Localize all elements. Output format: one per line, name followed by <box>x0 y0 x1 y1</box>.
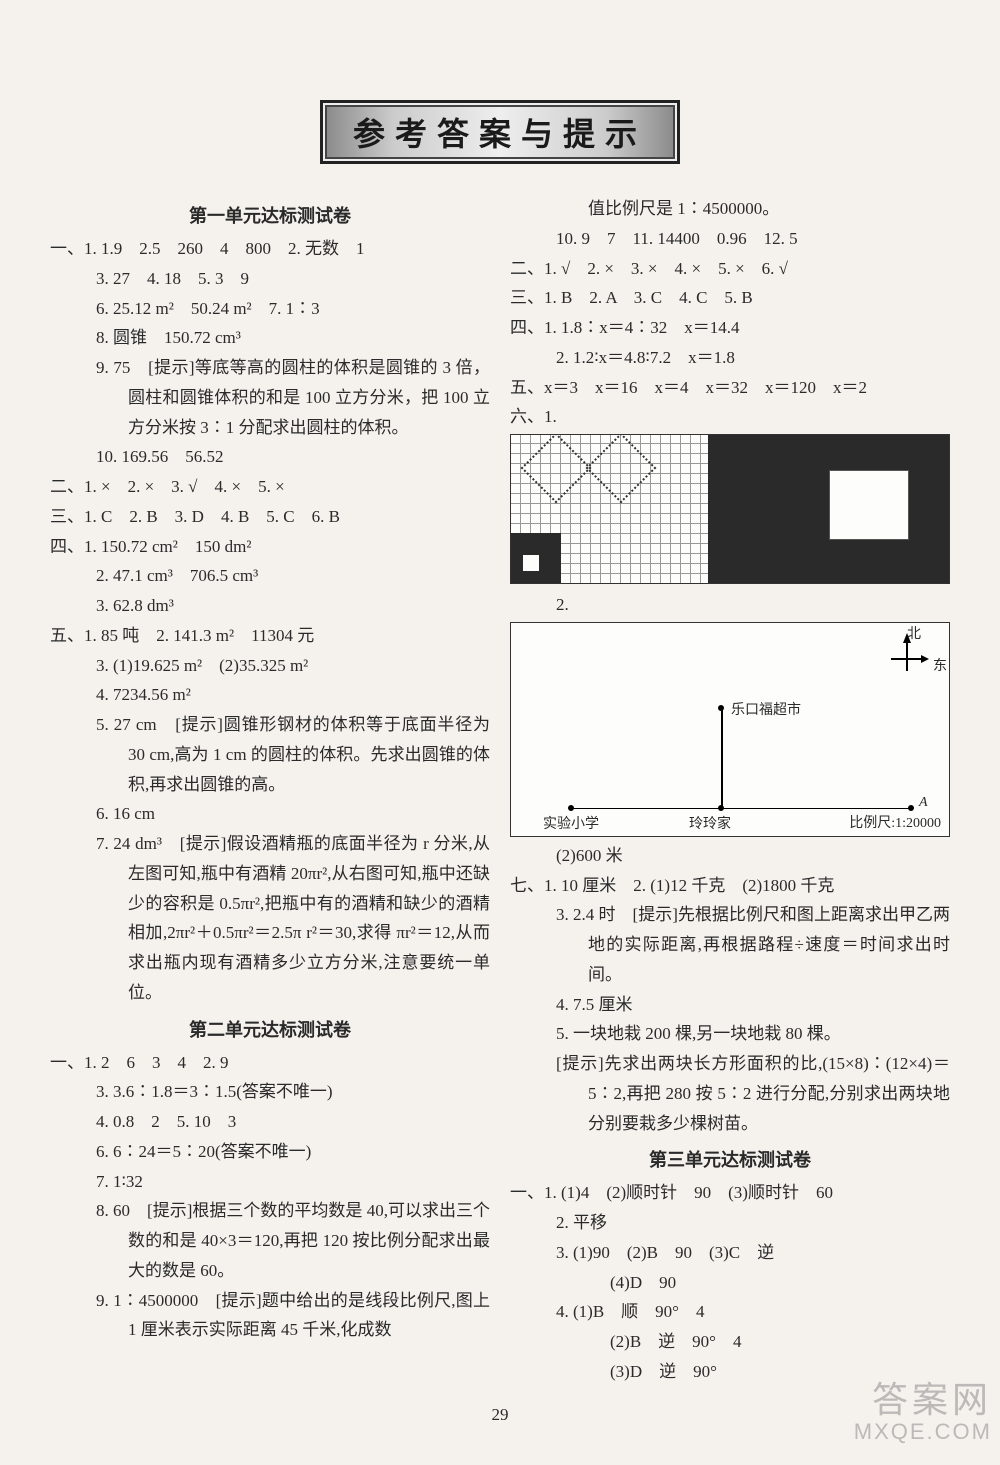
diagram-grid <box>510 434 950 584</box>
text-line: 三、1. C 2. B 3. D 4. B 5. C 6. B <box>50 502 490 532</box>
text-line: 四、1. 150.72 cm² 150 dm² <box>50 532 490 562</box>
right-column: 值比例尺是 1∶4500000。 10. 9 7 11. 14400 0.96 … <box>510 194 950 1387</box>
text-line: 二、1. × 2. × 3. √ 4. × 5. × <box>50 472 490 502</box>
main-title-box: 参考答案与提示 <box>320 100 680 164</box>
unit3-title: 第三单元达标测试卷 <box>510 1146 950 1172</box>
map-scale: 比例尺:1:20000 <box>849 812 941 832</box>
text-line: 2. <box>510 590 950 620</box>
left-column: 第一单元达标测试卷 一、1. 1.9 2.5 260 4 800 2. 无数 1… <box>50 194 490 1387</box>
text-line: 3. 2.4 时 [提示]先根据比例尺和图上距离求出甲乙两地的实际距离,再根据路… <box>510 900 950 989</box>
text-line: 七、1. 10 厘米 2. (1)12 千克 (2)1800 千克 <box>510 871 950 901</box>
text-line: 10. 9 7 11. 14400 0.96 12. 5 <box>510 224 950 254</box>
text-line: (2)B 逆 90° 4 <box>510 1327 950 1357</box>
text-line: 3. 27 4. 18 5. 3 9 <box>50 264 490 294</box>
text-line: (4)D 90 <box>510 1268 950 1298</box>
text-line: 2. 1.2∶x＝4.8∶7.2 x＝1.8 <box>510 343 950 373</box>
diagram-shape <box>523 555 539 571</box>
diagram-shape <box>521 434 592 503</box>
text-line: 8. 圆锥 150.72 cm³ <box>50 323 490 353</box>
text-line: 六、1. <box>510 402 950 432</box>
compass-north: 北 <box>907 623 921 643</box>
text-line: 3. (1)90 (2)B 90 (3)C 逆 <box>510 1238 950 1268</box>
text-line: 五、1. 85 吨 2. 141.3 m² 11304 元 <box>50 621 490 651</box>
text-line: 3. 3.6∶1.8＝3∶1.5(答案不唯一) <box>50 1077 490 1107</box>
map-line <box>721 708 723 808</box>
map-label-shop: 乐口福超市 <box>731 699 801 719</box>
unit1-title: 第一单元达标测试卷 <box>50 202 490 228</box>
text-line: 四、1. 1.8∶x＝4∶32 x＝14.4 <box>510 313 950 343</box>
map-line <box>571 808 911 810</box>
text-line: 3. 62.8 dm³ <box>50 591 490 621</box>
text-line: 五、x＝3 x＝16 x＝4 x＝32 x＝120 x＝2 <box>510 373 950 403</box>
map-label-school: 实验小学 <box>543 813 599 833</box>
text-line: 2. 47.1 cm³ 706.5 cm³ <box>50 561 490 591</box>
text-line: 9. 1∶4500000 [提示]题中给出的是线段比例尺,图上 1 厘米表示实际… <box>50 1286 490 1346</box>
text-line: 4. 0.8 2 5. 10 3 <box>50 1107 490 1137</box>
text-line: 值比例尺是 1∶4500000。 <box>510 194 950 224</box>
text-line: (2)600 米 <box>510 841 950 871</box>
text-line: 三、1. B 2. A 3. C 4. C 5. B <box>510 283 950 313</box>
watermark-line1: 答案网 <box>854 1380 992 1420</box>
text-line: 5. 27 cm [提示]圆锥形钢材的体积等于底面半径为 30 cm,高为 1 … <box>50 710 490 799</box>
text-line: 3. (1)19.625 m² (2)35.325 m² <box>50 651 490 681</box>
text-line: 一、1. 2 6 3 4 2. 9 <box>50 1048 490 1078</box>
diagram-map: 北 东 乐口福超市 玲玲家 实验小学 A 比例尺:1:20000 <box>510 622 950 837</box>
text-line: 一、1. 1.9 2.5 260 4 800 2. 无数 1 <box>50 234 490 264</box>
text-line: 9. 75 [提示]等底等高的圆柱的体积是圆锥的 3 倍，圆柱和圆锥体积的和是 … <box>50 353 490 442</box>
main-title: 参考答案与提示 <box>329 109 671 155</box>
diagram-shape <box>586 434 657 503</box>
text-line: 二、1. √ 2. × 3. × 4. × 5. × 6. √ <box>510 254 950 284</box>
compass-east: 东 <box>933 655 947 675</box>
watermark-line2: MXQE.COM <box>854 1420 992 1444</box>
map-point <box>908 805 914 811</box>
text-line: 7. 1∶32 <box>50 1167 490 1197</box>
text-line: 8. 60 [提示]根据三个数的平均数是 40,可以求出三个数的和是 40×3＝… <box>50 1196 490 1285</box>
text-line: 7. 24 dm³ [提示]假设酒精瓶的底面半径为 r 分米,从左图可知,瓶中有… <box>50 829 490 1008</box>
map-point <box>568 805 574 811</box>
text-line: 4. 7.5 厘米 <box>510 990 950 1020</box>
text-line: 2. 平移 <box>510 1208 950 1238</box>
text-line: 6. 25.12 m² 50.24 m² 7. 1∶3 <box>50 294 490 324</box>
page-number: 29 <box>50 1405 950 1425</box>
watermark: 答案网 MXQE.COM <box>854 1380 992 1444</box>
diagram-shape <box>829 470 909 540</box>
map-label-a: A <box>919 795 928 811</box>
map-label-home: 玲玲家 <box>689 813 731 833</box>
text-line: 5. 一块地栽 200 棵,另一块地栽 80 棵。 <box>510 1019 950 1049</box>
unit2-title: 第二单元达标测试卷 <box>50 1016 490 1042</box>
text-line: 10. 169.56 56.52 <box>50 442 490 472</box>
text-line: 4. (1)B 顺 90° 4 <box>510 1297 950 1327</box>
text-line: [提示]先求出两块长方形面积的比,(15×8)∶(12×4)＝5∶2,再把 28… <box>510 1049 950 1138</box>
text-line: 6. 16 cm <box>50 799 490 829</box>
text-line: 4. 7234.56 m² <box>50 680 490 710</box>
text-line: 6. 6∶24＝5∶20(答案不唯一) <box>50 1137 490 1167</box>
text-line: 一、1. (1)4 (2)顺时针 90 (3)顺时针 60 <box>510 1178 950 1208</box>
